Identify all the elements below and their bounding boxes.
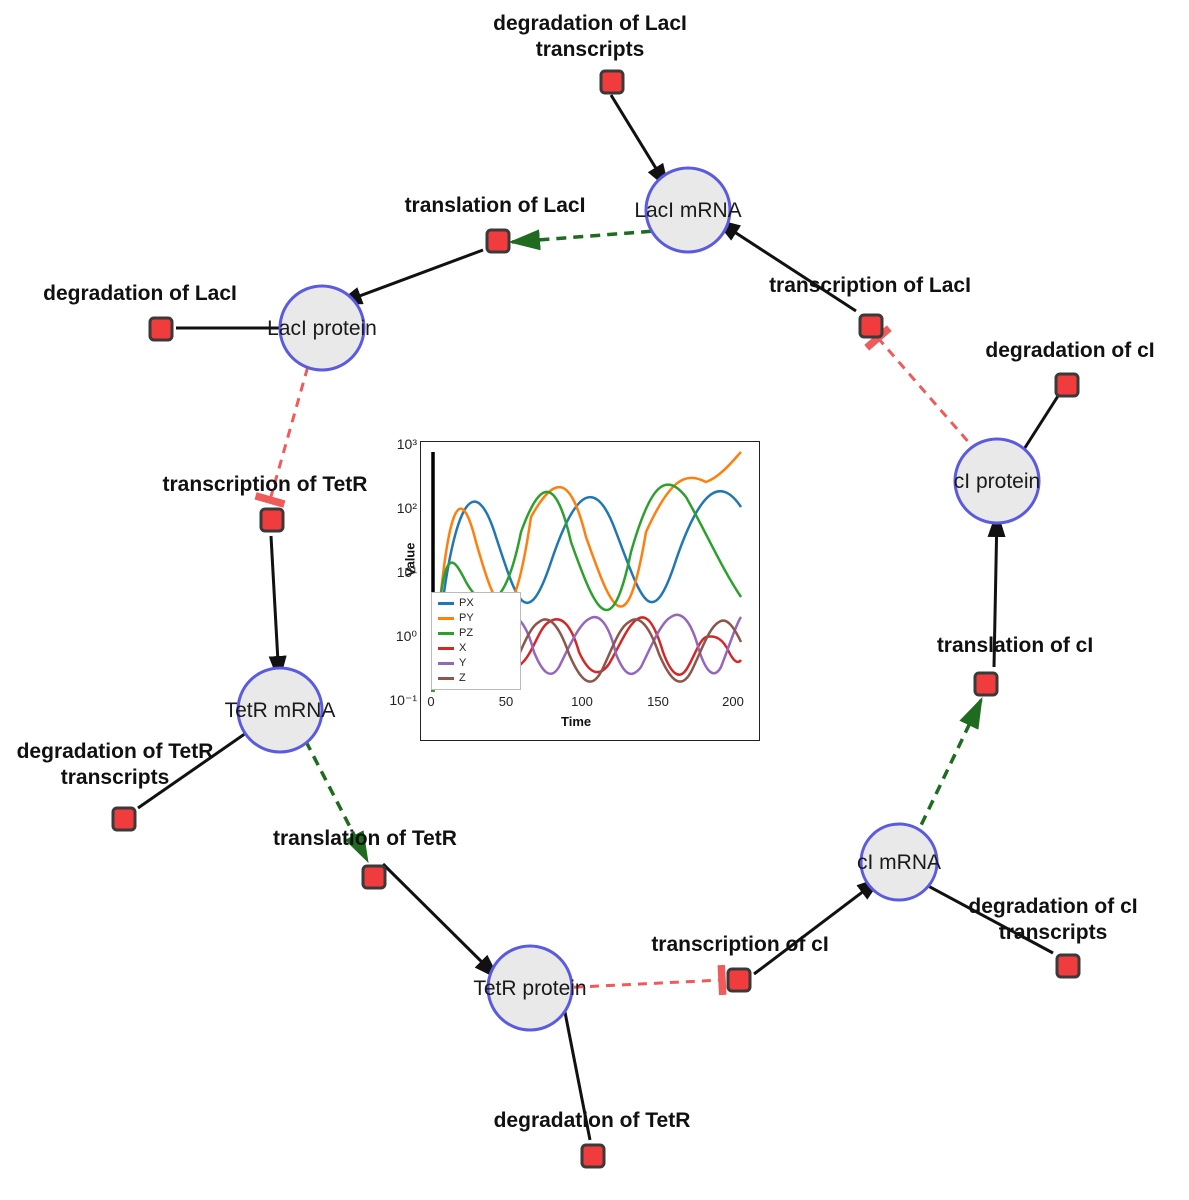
chart-ytick-0: 10⁰ <box>381 628 417 645</box>
legend-item-Z: Z <box>438 671 514 686</box>
node-tetrprotein[interactable]: TetR protein <box>473 946 586 1030</box>
node-tetrmrna[interactable]: TetR mRNA <box>225 668 336 752</box>
label-degradation-tetr-transcripts: degradation of TetR transcripts <box>17 740 214 789</box>
label-transcription-laci: transcription of LacI <box>769 274 971 297</box>
node-ciprotein[interactable]: cI protein <box>954 439 1040 523</box>
legend-item-X: X <box>438 641 514 656</box>
edge-transcriptionci-to-cimrna <box>754 878 881 974</box>
node-laciprotein[interactable]: LacI protein <box>267 286 377 370</box>
chart-xlabel: Time <box>561 714 591 729</box>
reaction-icon-translation-tetr[interactable] <box>363 866 385 888</box>
reaction-icon-degradation-ci-transcripts[interactable] <box>1057 955 1079 977</box>
edge-cimrna-to-translation <box>914 700 981 840</box>
edge-translation-to-tetrprotein <box>383 864 498 978</box>
node-label-tetrmrna: TetR mRNA <box>225 699 336 722</box>
reaction-icon-degradation-ci[interactable] <box>1056 374 1078 396</box>
edge-degradation-to-tetrmrna <box>138 722 262 808</box>
legend-item-PZ: PZ <box>438 626 514 641</box>
label-transcription-ci: transcription of cI <box>651 933 828 956</box>
legend-item-PY: PY <box>438 611 514 626</box>
node-label-laciprotein: LacI protein <box>267 317 377 340</box>
chart-legend: PX PY PZ X Y Z <box>431 592 521 690</box>
chart-ytick-3: 10³ <box>381 436 417 452</box>
network-diagram: LacI mRNA LacI protein TetR mRNA TetR pr… <box>0 0 1189 1200</box>
legend-item-Y: Y <box>438 656 514 671</box>
legend-item-PX: PX <box>438 596 514 611</box>
label-degradation-ci: degradation of cI <box>985 339 1154 362</box>
node-label-tetrprotein: TetR protein <box>473 977 586 1000</box>
timeseries-chart: Value Time 10³ 10² 10¹ 10⁰ 10⁻¹ 0 50 100… <box>420 441 760 741</box>
edge-transcriptionlaci-to-lacimrna <box>716 220 856 311</box>
label-translation-tetr: translation of TetR <box>273 827 457 850</box>
label-transcription-tetr: transcription of TetR <box>163 473 368 496</box>
reaction-icon-transcription-tetr[interactable] <box>261 509 283 531</box>
node-label-cimrna: cI mRNA <box>857 851 941 874</box>
edge-ciprotein-to-transcriptionlaci <box>878 338 978 453</box>
reaction-icon-degradation-laci[interactable] <box>150 318 172 340</box>
edge-translation-to-laciprotein <box>338 250 483 304</box>
chart-ytick-2: 10² <box>381 500 417 516</box>
reaction-icon-translation-laci[interactable] <box>487 230 509 252</box>
edge-transcriptiontetr-to-tetrmrna <box>271 536 279 680</box>
node-lacimrna[interactable]: LacI mRNA <box>634 168 741 252</box>
label-translation-ci: translation of cI <box>937 634 1093 657</box>
label-degradation-ci-transcripts: degradation of cI transcripts <box>968 895 1137 944</box>
label-degradation-tetr: degradation of TetR <box>494 1109 691 1132</box>
chart-ytick-1: 10¹ <box>381 564 417 580</box>
reaction-icon-degradation-tetr[interactable] <box>582 1145 604 1167</box>
reaction-icon-transcription-ci[interactable] <box>728 969 750 991</box>
label-translation-laci: translation of LacI <box>405 194 586 217</box>
reaction-icon-transcription-laci[interactable] <box>860 315 882 337</box>
label-degradation-laci-transcripts: degradation of LacI transcripts <box>493 12 687 61</box>
edge-lacimrna-to-translation <box>512 230 668 242</box>
node-label-ciprotein: cI protein <box>954 470 1040 493</box>
node-cimrna[interactable]: cI mRNA <box>857 824 941 900</box>
reaction-icon-degradation-tetr-transcripts[interactable] <box>113 808 135 830</box>
reaction-icon-degradation-laci-transcripts[interactable] <box>601 71 623 93</box>
reaction-icon-translation-ci[interactable] <box>975 673 997 695</box>
node-label-lacimrna: LacI mRNA <box>634 199 741 222</box>
chart-ytick--1: 10⁻¹ <box>381 692 417 709</box>
label-degradation-laci: degradation of LacI <box>43 282 237 305</box>
edge-reaction1-to-lacimrna <box>611 95 668 188</box>
